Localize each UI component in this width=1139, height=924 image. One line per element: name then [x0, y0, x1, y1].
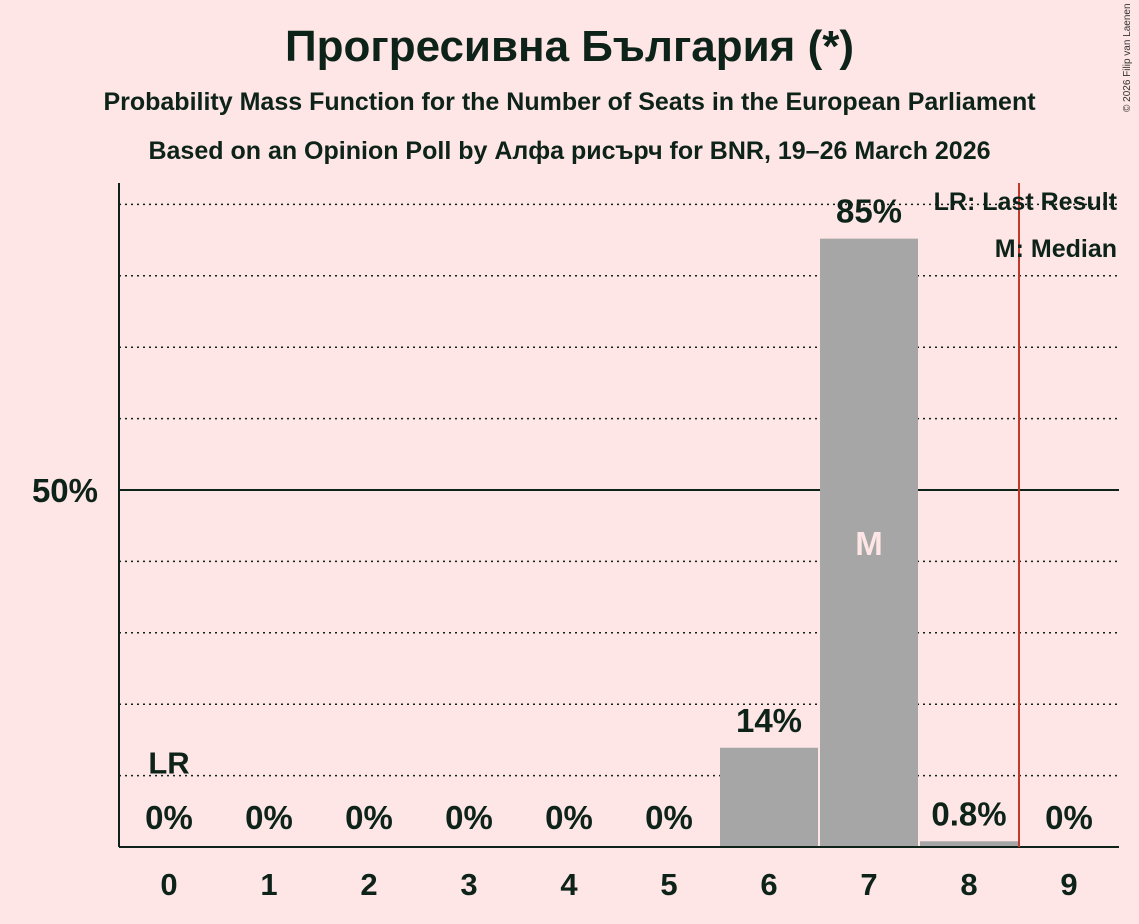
data-label: 0% — [345, 799, 393, 836]
data-label: 0% — [545, 799, 593, 836]
chart-subtitle: Probability Mass Function for the Number… — [103, 88, 1036, 116]
x-tick-label: 1 — [260, 867, 277, 902]
x-tick-label: 6 — [760, 867, 777, 902]
bar — [720, 747, 818, 847]
chart-subtitle-2: Based on an Opinion Poll by Алфа рисърч … — [148, 137, 991, 165]
data-label: 0% — [245, 799, 293, 836]
x-tick-label: 2 — [360, 867, 377, 902]
x-tick-label: 4 — [560, 867, 578, 902]
x-tick-label: 5 — [660, 867, 677, 902]
x-tick-label: 9 — [1060, 867, 1077, 902]
data-label: 0% — [1045, 799, 1093, 836]
legend-item: LR: Last Result — [934, 188, 1118, 216]
legend-item: M: Median — [995, 235, 1117, 263]
data-label: 0.8% — [931, 795, 1006, 832]
x-tick-label: 7 — [860, 867, 877, 902]
last-result-marker: LR — [148, 746, 189, 781]
data-label: 0% — [145, 799, 193, 836]
median-marker: M — [855, 525, 883, 562]
bar — [820, 238, 918, 847]
data-label: 14% — [736, 702, 802, 739]
chart-title: Прогресивна България (*) — [284, 22, 854, 71]
x-tick-label: 0 — [160, 867, 177, 902]
data-label: 0% — [645, 799, 693, 836]
y-tick-label: 50% — [32, 472, 98, 509]
data-label: 0% — [445, 799, 493, 836]
data-label: 85% — [836, 193, 902, 230]
x-tick-label: 3 — [460, 867, 477, 902]
bar — [920, 841, 1018, 847]
x-tick-label: 8 — [960, 867, 977, 902]
